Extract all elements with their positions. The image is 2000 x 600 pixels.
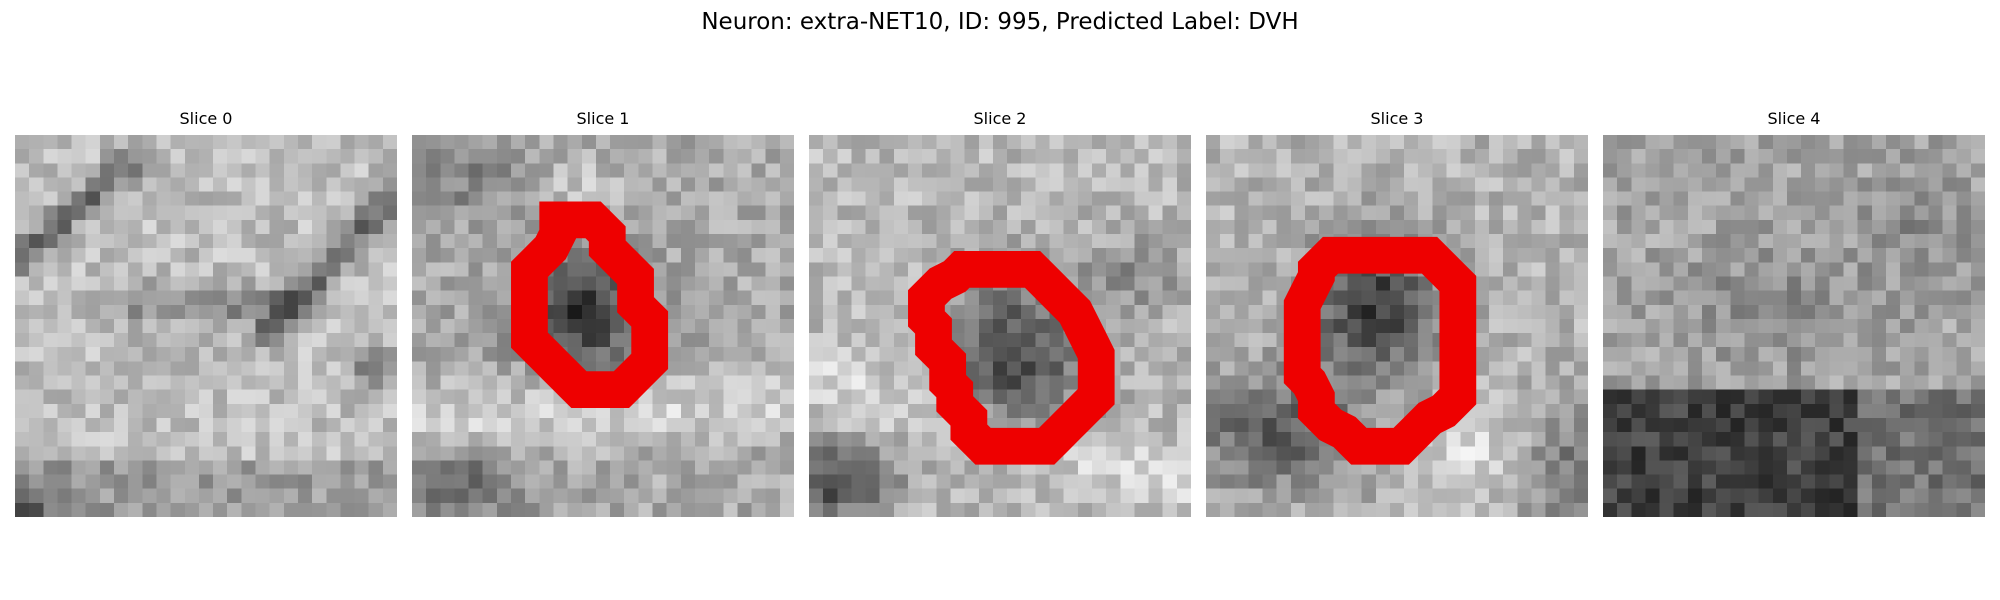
slice-panel-3: Slice 3 bbox=[1206, 0, 1588, 600]
slice-image bbox=[1603, 135, 1985, 517]
slice-panel-2: Slice 2 bbox=[809, 0, 1191, 600]
contour-outline bbox=[908, 251, 1115, 465]
slice-image bbox=[1206, 135, 1588, 517]
slice-image bbox=[412, 135, 794, 517]
slice-title: Slice 2 bbox=[973, 109, 1027, 128]
contour-outline bbox=[1283, 236, 1477, 465]
slice-title: Slice 1 bbox=[576, 109, 630, 128]
slice-panel-1: Slice 1 bbox=[412, 0, 794, 600]
slice-title: Slice 0 bbox=[179, 109, 233, 128]
slice-image bbox=[809, 135, 1191, 517]
figure-title: Neuron: extra-NET10, ID: 995, Predicted … bbox=[701, 9, 1299, 35]
slice-image bbox=[15, 135, 397, 517]
contour-outline bbox=[511, 201, 669, 409]
slice-panel-0: Slice 0 bbox=[15, 0, 397, 600]
slice-panel-4: Slice 4 bbox=[1603, 0, 1985, 600]
slice-title: Slice 4 bbox=[1767, 109, 1821, 128]
slice-title: Slice 3 bbox=[1370, 109, 1424, 128]
